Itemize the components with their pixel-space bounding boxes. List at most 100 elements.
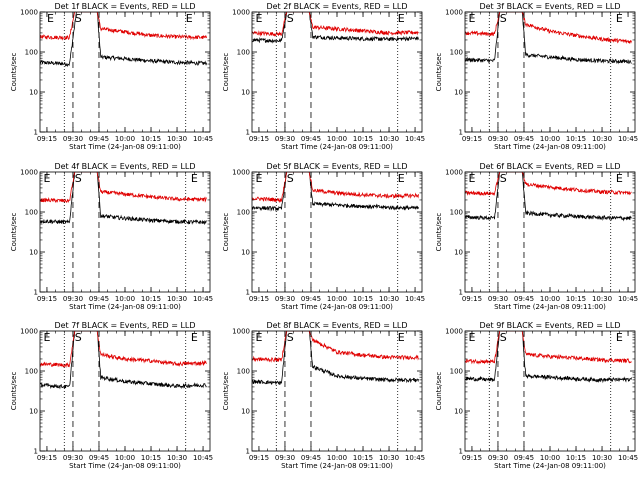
y-tick-label: 10 — [29, 408, 38, 416]
x-tick-label: 10:15 — [353, 295, 373, 303]
y-tick-label: 1 — [459, 448, 463, 456]
y-tick-label: 1 — [246, 289, 250, 297]
event-letter-e: E — [468, 12, 475, 25]
x-tick-label: 09:45 — [89, 454, 109, 462]
events-series-line — [40, 331, 207, 390]
y-tick-label: 1 — [459, 289, 463, 297]
panel-title: Det 7f BLACK = Events, RED = LLD — [54, 321, 195, 330]
panel-title: Det 9f BLACK = Events, RED = LLD — [479, 321, 620, 330]
y-tick-label: 10 — [241, 89, 250, 97]
panel-title: Det 3f BLACK = Events, RED = LLD — [479, 2, 620, 11]
x-tick-label: 10:00 — [115, 135, 135, 143]
x-tick-label: 09:30 — [275, 454, 295, 462]
y-tick-label: 1000 — [445, 9, 463, 17]
x-tick-label: 10:00 — [115, 454, 135, 462]
x-tick-label: 10:00 — [327, 454, 347, 462]
y-tick-label: 100 — [237, 368, 250, 376]
x-tick-label: 10:00 — [540, 295, 560, 303]
x-tick-label: 10:45 — [618, 135, 638, 143]
event-letter-s: S — [75, 12, 82, 25]
plot-frame — [464, 171, 636, 293]
x-tick-label: 09:15 — [37, 295, 57, 303]
y-tick-label: 10 — [29, 249, 38, 257]
x-tick-label: 10:15 — [566, 295, 586, 303]
y-axis-label: Counts/sec — [10, 53, 18, 92]
event-letter-e: E — [43, 331, 50, 344]
panel-title: Det 8f BLACK = Events, RED = LLD — [266, 321, 407, 330]
y-axis-label: Counts/sec — [435, 372, 443, 411]
y-tick-label: 1 — [246, 448, 250, 456]
x-tick-label: 10:30 — [167, 454, 187, 462]
event-letter-e: E — [191, 331, 198, 344]
x-tick-label: 10:45 — [193, 295, 213, 303]
event-letter-e: E — [616, 12, 623, 25]
event-letter-s: S — [75, 331, 82, 344]
y-tick-label: 10 — [454, 249, 463, 257]
event-letter-e: E — [186, 12, 193, 25]
event-letter-e: E — [616, 331, 623, 344]
y-tick-label: 1 — [34, 289, 38, 297]
y-tick-label: 1 — [34, 448, 38, 456]
x-tick-label: 10:15 — [141, 135, 161, 143]
x-tick-label: 10:00 — [540, 454, 560, 462]
y-tick-label: 10 — [241, 408, 250, 416]
x-tick-label: 09:30 — [275, 295, 295, 303]
x-tick-label: 09:45 — [301, 295, 321, 303]
y-tick-label: 100 — [237, 49, 250, 57]
x-axis-label: Start Time (24-Jan-08 09:11:00) — [281, 143, 393, 151]
plot-frame — [39, 330, 211, 452]
x-tick-label: 10:30 — [592, 135, 612, 143]
event-letter-e: E — [398, 172, 405, 185]
x-tick-label: 09:45 — [89, 295, 109, 303]
x-axis-label: Start Time (24-Jan-08 09:11:00) — [494, 143, 606, 151]
event-letter-e: E — [398, 331, 405, 344]
lld-series-line — [40, 172, 207, 204]
y-tick-label: 10 — [454, 89, 463, 97]
x-tick-label: 09:45 — [89, 135, 109, 143]
x-tick-label: 09:15 — [462, 295, 482, 303]
plot-frame — [39, 11, 211, 133]
x-tick-label: 10:00 — [327, 135, 347, 143]
events-series-line — [40, 12, 207, 68]
x-tick-label: 09:30 — [488, 135, 508, 143]
y-tick-label: 1000 — [445, 328, 463, 336]
plot-frame — [464, 330, 636, 452]
x-tick-label: 10:45 — [405, 454, 425, 462]
x-tick-label: 09:15 — [249, 295, 269, 303]
x-tick-label: 10:30 — [167, 135, 187, 143]
events-series-line — [252, 331, 419, 385]
x-tick-label: 09:15 — [37, 454, 57, 462]
y-axis-label: Counts/sec — [222, 213, 230, 252]
x-tick-label: 10:00 — [327, 295, 347, 303]
x-axis-label: Start Time (24-Jan-08 09:11:00) — [281, 303, 393, 311]
x-axis-label: Start Time (24-Jan-08 09:11:00) — [494, 462, 606, 470]
event-letter-e: E — [43, 172, 50, 185]
lld-series-line — [465, 12, 632, 45]
x-tick-label: 10:00 — [115, 295, 135, 303]
lld-series-line — [252, 12, 419, 37]
x-tick-label: 10:30 — [592, 295, 612, 303]
x-tick-label: 10:45 — [405, 135, 425, 143]
x-tick-label: 09:30 — [63, 295, 83, 303]
event-letter-s: S — [287, 172, 294, 185]
x-tick-label: 10:45 — [618, 454, 638, 462]
y-axis-label: Counts/sec — [222, 53, 230, 92]
x-tick-label: 10:15 — [353, 135, 373, 143]
y-tick-label: 10 — [29, 89, 38, 97]
x-axis-label: Start Time (24-Jan-08 09:11:00) — [69, 143, 181, 151]
x-axis-label: Start Time (24-Jan-08 09:11:00) — [494, 303, 606, 311]
x-tick-label: 10:30 — [379, 135, 399, 143]
x-tick-label: 09:30 — [63, 135, 83, 143]
y-tick-label: 100 — [237, 209, 250, 217]
plot-frame — [251, 171, 423, 293]
y-tick-label: 1 — [246, 129, 250, 137]
event-letter-e: E — [616, 172, 623, 185]
x-tick-label: 10:45 — [193, 454, 213, 462]
x-tick-label: 10:30 — [592, 454, 612, 462]
x-tick-label: 10:15 — [566, 454, 586, 462]
lld-series-line — [252, 172, 419, 204]
